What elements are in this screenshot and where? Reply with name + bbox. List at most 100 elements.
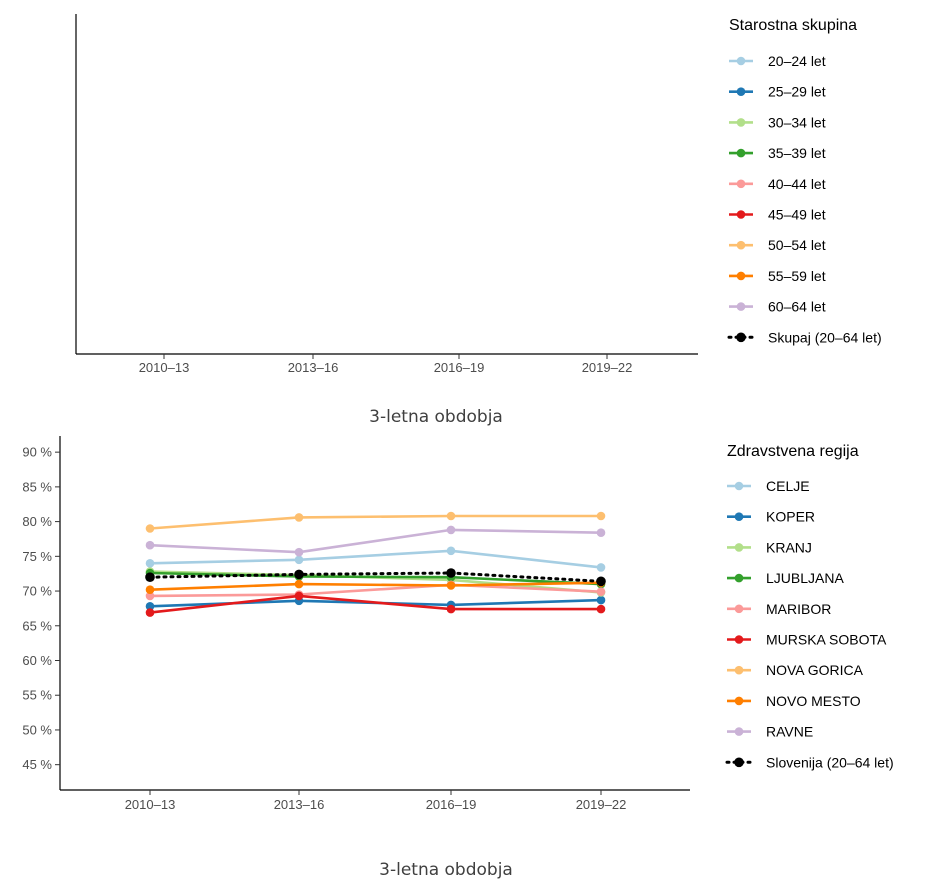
data-point: [294, 591, 304, 601]
x-tick-label: 2016–19: [434, 360, 485, 375]
legend-label: NOVO MESTO: [766, 693, 861, 709]
series-celje: [145, 546, 606, 572]
legend-item-kranj: KRANJ: [727, 539, 812, 555]
legend-swatch-point: [736, 332, 746, 343]
y-tick-label: 75 %: [22, 549, 52, 564]
series-slovenija-20-64-let: [145, 568, 606, 587]
data-point: [294, 569, 304, 580]
legend-swatch-point: [736, 179, 746, 189]
series-line: [148, 571, 603, 583]
legend-item-maribor: MARIBOR: [727, 601, 831, 617]
legend-swatch-point: [734, 543, 744, 552]
x-tick-label: 2010–13: [125, 797, 176, 812]
legend-item-25-29-let: 25–29 let: [729, 84, 826, 100]
legend-label: 45–49 let: [768, 207, 826, 223]
data-point: [446, 525, 456, 535]
legend-swatch-point: [734, 512, 744, 521]
data-point: [596, 511, 606, 521]
data-point: [596, 595, 606, 605]
legend-label: CELJE: [766, 478, 810, 494]
legend-label: 20–24 let: [768, 53, 826, 69]
data-point: [596, 587, 606, 596]
legend-label: NOVA GORICA: [766, 662, 864, 678]
legend-swatch-point: [736, 56, 746, 66]
data-point: [446, 511, 456, 521]
legend-item-skupaj-20-64-let: Skupaj (20–64 let): [727, 329, 882, 345]
x-tick-label: 2019–22: [582, 360, 633, 375]
legend-item-45-49-let: 45–49 let: [729, 207, 826, 223]
legend-swatch-point: [734, 757, 744, 768]
data-point: [145, 540, 155, 550]
legend-item-celje: CELJE: [727, 478, 810, 494]
legend-item-35-39-let: 35–39 let: [729, 145, 826, 161]
legend-label: RAVNE: [766, 724, 813, 740]
legend-label: Skupaj (20–64 let): [768, 329, 882, 345]
legend-label: 25–29 let: [768, 84, 826, 100]
data-point: [596, 563, 606, 572]
data-point: [446, 604, 456, 614]
legend-swatch-point: [736, 271, 746, 281]
x-tick-label: 2013–16: [288, 360, 339, 375]
legend-swatch-point: [734, 665, 744, 675]
series-line: [149, 594, 601, 614]
legend-item-koper: KOPER: [727, 509, 815, 525]
legend-item-ravne: RAVNE: [727, 724, 813, 740]
legend-swatch-point: [736, 240, 746, 250]
legend-item-slovenija-20-64-let: Slovenija (20–64 let): [725, 754, 894, 770]
chart-panel-health-regions: 45 % 50 % 55 % 60 % 65 % 70 % 75 % 80 % 85 % 90 %…: [22, 436, 894, 880]
legend-item-55-59-let: 55–59 let: [729, 268, 826, 284]
legend-label: KOPER: [766, 509, 815, 525]
series-line: [149, 583, 602, 598]
data-point: [145, 602, 155, 611]
y-tick-label: 50 %: [22, 722, 52, 737]
x-tick-label: 2010–13: [139, 360, 190, 375]
data-point: [596, 528, 606, 537]
legend-swatch-point: [734, 573, 744, 583]
legend-item-ljubljana: LJUBLJANA: [727, 570, 844, 586]
legend-label: 40–44 let: [768, 176, 826, 192]
x-axis-label: 3-letna obdobja: [369, 407, 503, 427]
y-tick-label: 55 %: [22, 688, 52, 703]
legend-item-60-64-let: 60–64 let: [729, 299, 826, 315]
data-point: [596, 604, 606, 614]
data-point: [596, 576, 606, 587]
data-point: [145, 591, 155, 601]
legend-title: Starostna skupina: [729, 17, 857, 34]
y-tick-label: 60 %: [22, 653, 52, 668]
legend-swatch-point: [734, 696, 744, 706]
legend-item-20-24-let: 20–24 let: [729, 53, 826, 69]
data-point: [145, 524, 155, 533]
data-point: [145, 572, 155, 582]
series-line: [149, 514, 601, 530]
data-point: [294, 579, 304, 589]
series-nova-gorica: [145, 511, 606, 533]
y-tick-label: 70 %: [22, 584, 52, 599]
legend-swatch-point: [736, 148, 746, 158]
legend-label: 60–64 let: [768, 299, 826, 315]
legend-title: Zdravstvena regija: [727, 443, 859, 460]
data-point: [145, 585, 155, 594]
data-point: [446, 581, 456, 590]
legend-label: 50–54 let: [768, 237, 826, 253]
x-axis-label: 3-letna obdobja: [379, 860, 513, 880]
legend-label: MURSKA SOBOTA: [766, 632, 887, 648]
x-tick-label: 2016–19: [426, 797, 477, 812]
y-tick-label: 85 %: [22, 479, 52, 494]
series-line: [149, 581, 602, 591]
series-line: [149, 549, 602, 569]
legend-label: LJUBLJANA: [766, 570, 844, 586]
x-tick-label: 2013–16: [274, 797, 325, 812]
data-point: [294, 555, 304, 565]
data-point: [145, 559, 155, 568]
legend-item-30-34-let: 30–34 let: [729, 114, 826, 130]
legend-swatch-point: [736, 87, 746, 96]
legend-label: 30–34 let: [768, 114, 826, 130]
legend-item-nova-gorica: NOVA GORICA: [727, 662, 864, 678]
legend-label: 35–39 let: [768, 145, 826, 161]
legend-item-novo-mesto: NOVO MESTO: [727, 693, 861, 709]
y-tick-label: 45 %: [22, 757, 52, 772]
legend-swatch-point: [734, 481, 744, 491]
legend-label: KRANJ: [766, 539, 812, 555]
legend-swatch-point: [734, 727, 744, 736]
legend-label: MARIBOR: [766, 601, 831, 617]
